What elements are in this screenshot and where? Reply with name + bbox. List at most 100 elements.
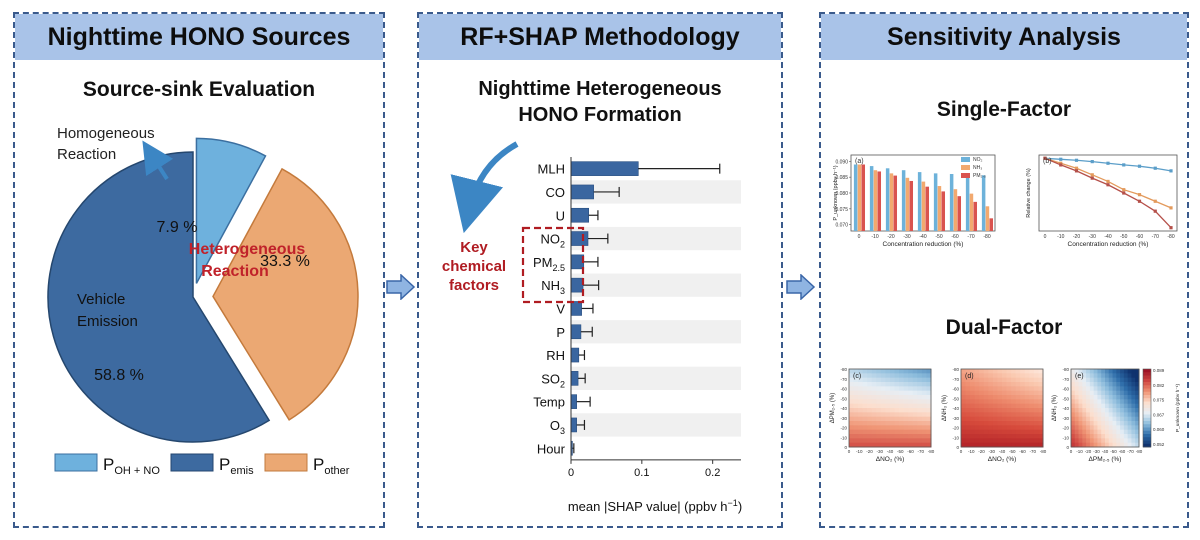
heatmap-cell <box>1116 377 1121 383</box>
heatmap-cell <box>961 429 967 435</box>
heatmap-cell <box>1029 429 1035 435</box>
heatmap-cell <box>871 399 877 405</box>
heatmap-cell <box>858 395 864 400</box>
heatmap-cell <box>1033 382 1039 387</box>
heatmap-cell <box>903 416 909 422</box>
heatmap-cell <box>1123 421 1129 426</box>
heatmap-cell <box>867 390 873 396</box>
heatmap-cell <box>899 399 905 405</box>
heatmap-cell <box>1120 425 1125 431</box>
heatmap-cell <box>1029 442 1035 448</box>
heatmap-cell <box>926 373 932 379</box>
chart-a-legend-label: NO₂ <box>973 157 983 163</box>
chart-b-x-tick-label: -30 <box>1089 234 1096 240</box>
colorbar-cell <box>1143 424 1151 428</box>
heatmap-cell <box>871 425 877 431</box>
heatmap-cell <box>1131 408 1136 413</box>
heatmap-cell <box>1078 416 1083 422</box>
heatmap-cell <box>983 382 989 387</box>
heatmap-cell <box>965 399 971 405</box>
curved-arrow <box>450 141 519 234</box>
heatmap-cell <box>912 416 918 422</box>
heatmap-cell <box>1135 403 1140 409</box>
heatmap-cell <box>1120 442 1125 448</box>
chart-a-x-tick-label: -40 <box>919 234 926 240</box>
heatmap-cell <box>849 395 855 400</box>
flow-arrow-1 <box>386 274 416 300</box>
heatmap-cell <box>979 390 985 396</box>
heatmap-cell <box>1101 395 1106 400</box>
heatmap-cell <box>965 403 971 409</box>
heatmap-cell <box>871 403 877 409</box>
heatmap-cell <box>979 377 985 383</box>
heatmap-cell <box>1112 369 1117 374</box>
heatmap-cell <box>1127 399 1132 405</box>
heatmap-cell <box>871 390 877 396</box>
heatmap-cell <box>974 373 980 379</box>
shap-category-label: CO <box>546 185 566 200</box>
heatmap-cell <box>1078 442 1083 448</box>
homogeneous-label-line2: Reaction <box>57 146 116 163</box>
shap-bar <box>570 207 590 223</box>
heatmap-cell <box>880 421 886 426</box>
heatmap-cell <box>849 373 855 379</box>
heatmap-cell <box>992 416 998 422</box>
heatmap-cell <box>992 369 998 374</box>
shap-x-axis: 0 0.1 0.2 <box>568 157 741 479</box>
heatmap-cell <box>921 412 927 418</box>
heatmap-cell <box>1002 425 1008 431</box>
heatmap-cell <box>862 399 868 405</box>
heatmap-cell <box>974 421 980 426</box>
heatmap-y-tick-label: -10 <box>1062 435 1069 440</box>
heatmap-cell <box>912 412 918 418</box>
heatmap-cell <box>894 382 900 387</box>
heatmap-cell <box>974 438 980 444</box>
heatmap-cell <box>1089 390 1095 396</box>
heatmap-cell <box>1002 399 1008 405</box>
heatmap-cell <box>899 390 905 396</box>
heatmap-y-tick-label: -60 <box>1062 387 1069 392</box>
heatmap-cell <box>871 434 877 439</box>
chart-b-x-tick-label: -80 <box>1167 234 1174 240</box>
heatmap-y-tick-label: -20 <box>1062 426 1069 431</box>
heatmap-cell <box>1135 442 1140 448</box>
heatmap-cell <box>965 377 971 383</box>
heatmap-cell <box>1093 408 1098 413</box>
heatmap-cell <box>921 403 927 409</box>
heatmap-cell <box>1120 403 1125 409</box>
heatmap-frame <box>1070 368 1140 448</box>
heatmap-cell <box>899 373 905 379</box>
heterogeneous-label-line1: Heterogeneous <box>189 241 306 258</box>
heatmap-cell <box>1006 408 1012 413</box>
heatmap-cell <box>885 399 891 405</box>
heatmap-cell <box>1116 373 1121 379</box>
heatmap-y-tick-label: -70 <box>840 377 847 382</box>
heatmap-cell <box>1086 377 1091 383</box>
heatmap-cell <box>1078 438 1083 444</box>
heatmap-cell <box>899 386 905 392</box>
heatmap-cell <box>1006 434 1012 439</box>
shap-category-label: Temp <box>533 395 565 410</box>
chart-a-bar <box>905 177 910 231</box>
heatmap-cell <box>974 395 980 400</box>
heatmap-cell <box>849 403 855 409</box>
legend-swatch-ohno <box>54 453 98 472</box>
heatmap-x-tick-label: -30 <box>988 449 995 454</box>
heatmap-cell <box>867 442 873 448</box>
heatmap-cell <box>983 438 989 444</box>
heatmap-cell <box>899 438 905 444</box>
chart-a-x-tick-label: -30 <box>903 234 910 240</box>
heatmap-cell <box>1127 438 1132 444</box>
heatmap-cell <box>849 442 855 448</box>
heatmap-cell <box>992 395 998 400</box>
heatmap-cell <box>970 386 976 392</box>
heatmap-cell <box>903 395 909 400</box>
heatmap-cell <box>979 373 985 379</box>
heatmap-cell <box>1097 442 1102 448</box>
heatmap-cell <box>1033 377 1039 383</box>
heatmap-cell <box>1020 403 1026 409</box>
heatmap-cell <box>926 395 932 400</box>
heatmap-cell <box>961 382 967 387</box>
heatmap-cell <box>1127 412 1132 418</box>
heatmap-cell <box>1078 412 1083 418</box>
